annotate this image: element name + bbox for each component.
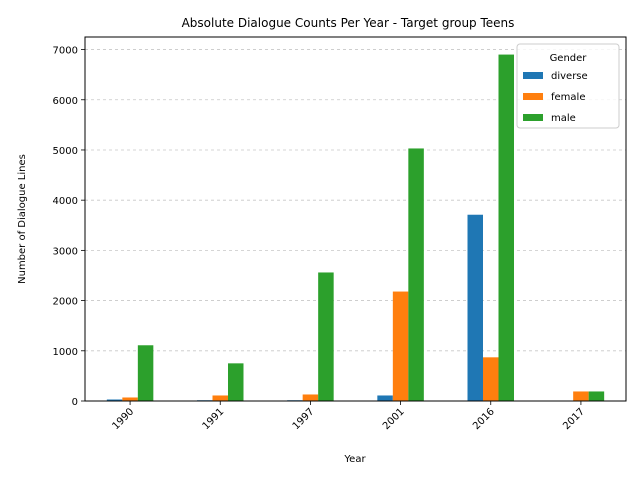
y-tick-label: 5000 xyxy=(53,146,78,157)
legend-swatch-female xyxy=(523,93,543,100)
x-axis-label: Year xyxy=(343,454,366,465)
bar-female xyxy=(302,394,319,401)
grid-lines xyxy=(85,49,626,352)
bar-male xyxy=(228,363,244,401)
plot-frame xyxy=(84,36,627,402)
chart-title: Absolute Dialogue Counts Per Year - Targ… xyxy=(182,16,515,30)
x-tick-label: 2001 xyxy=(381,406,407,432)
legend: Gender diverse female male xyxy=(516,43,620,129)
legend-swatch-male xyxy=(523,114,543,121)
x-axis: 1990 1991 1997 2001 2016 2017 xyxy=(110,401,587,432)
legend-label-female: female xyxy=(551,92,585,103)
bar-female xyxy=(392,291,409,401)
bar-male xyxy=(498,54,514,401)
bar-diverse xyxy=(106,399,123,401)
bar-female xyxy=(573,391,589,401)
legend-label-male: male xyxy=(551,113,576,124)
x-tick-label: 2016 xyxy=(471,406,497,432)
x-tick-label: 1991 xyxy=(201,406,227,432)
x-tick-label: 1997 xyxy=(291,406,317,432)
y-tick-label: 4000 xyxy=(53,196,78,207)
bar-female xyxy=(483,357,499,401)
legend-box xyxy=(516,43,620,129)
legend-label-diverse: diverse xyxy=(551,71,588,82)
legend-swatch-diverse xyxy=(523,72,543,79)
y-tick-label: 6000 xyxy=(53,96,78,107)
y-tick-label: 7000 xyxy=(53,46,78,57)
legend-title: Gender xyxy=(550,53,588,64)
bar-female xyxy=(122,397,138,401)
bars xyxy=(106,54,605,401)
bar-male xyxy=(318,272,334,401)
x-tick-label: 1990 xyxy=(110,406,136,432)
bar-diverse xyxy=(467,214,483,401)
bar-diverse xyxy=(377,395,393,401)
y-tick-label: 1000 xyxy=(53,347,78,358)
bar-female xyxy=(212,395,228,401)
y-axis: 0 1000 2000 3000 4000 5000 6000 7000 xyxy=(53,46,85,408)
y-tick-label: 3000 xyxy=(53,246,78,257)
y-axis-label: Number of Dialogue Lines xyxy=(17,154,28,284)
bar-male xyxy=(408,148,424,401)
x-tick-label: 2017 xyxy=(561,406,587,432)
bar-male xyxy=(137,345,154,401)
y-tick-label: 0 xyxy=(72,397,78,408)
bar-male xyxy=(588,391,605,401)
y-tick-label: 2000 xyxy=(53,297,78,308)
